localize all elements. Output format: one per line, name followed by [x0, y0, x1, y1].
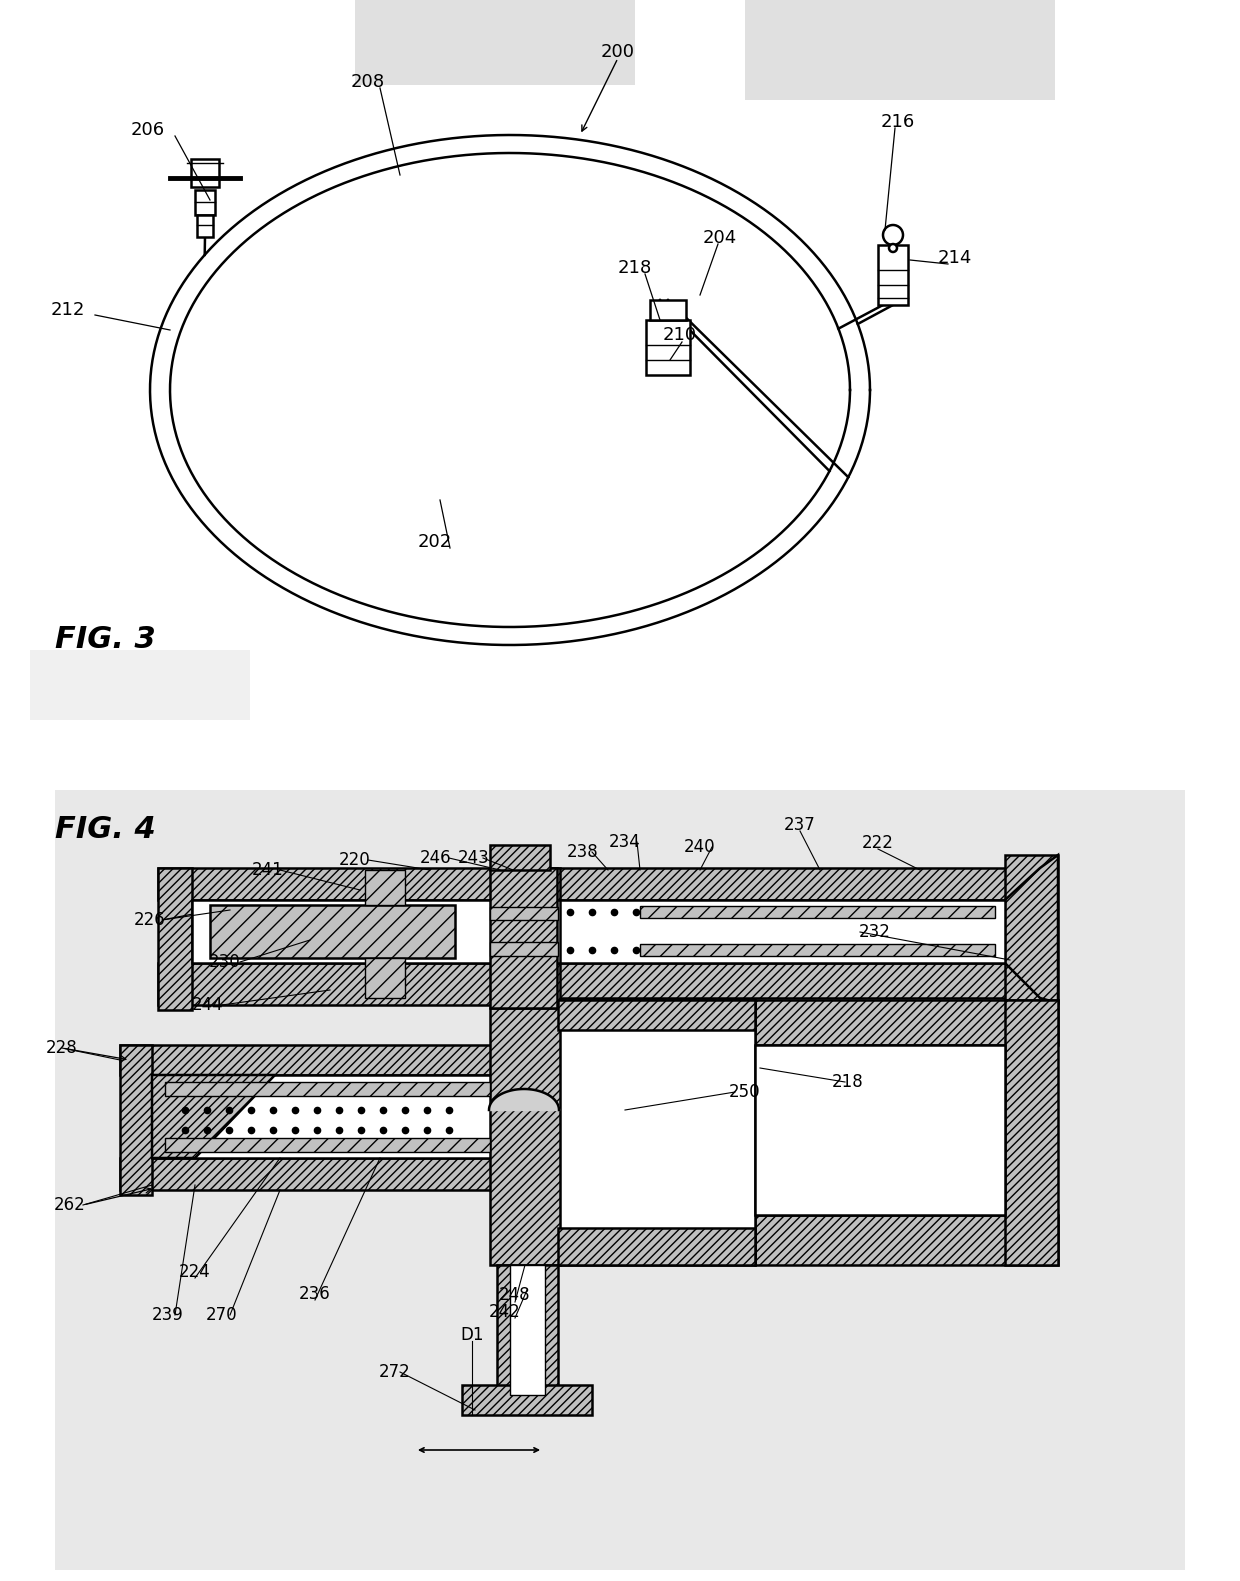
- Polygon shape: [191, 160, 219, 187]
- Text: 218: 218: [618, 259, 652, 277]
- Bar: [755, 1216, 1058, 1265]
- Text: D1: D1: [460, 1326, 484, 1344]
- Bar: [558, 1001, 755, 1029]
- Circle shape: [889, 243, 897, 251]
- Text: FIG. 4: FIG. 4: [55, 814, 156, 844]
- Text: 236: 236: [299, 1285, 331, 1303]
- Text: 246: 246: [420, 849, 451, 866]
- Bar: [1004, 855, 1058, 1002]
- Text: FIG. 3: FIG. 3: [55, 624, 156, 655]
- Bar: [197, 215, 213, 237]
- Text: 212: 212: [51, 300, 86, 319]
- Text: 242: 242: [489, 1303, 521, 1322]
- Text: 272: 272: [379, 1363, 410, 1380]
- Text: 224: 224: [179, 1263, 211, 1281]
- Bar: [490, 1009, 560, 1265]
- Bar: [755, 1045, 1004, 1216]
- Text: 237: 237: [784, 816, 816, 835]
- Bar: [157, 963, 560, 1006]
- Text: 220: 220: [339, 851, 371, 870]
- Bar: [157, 868, 560, 900]
- Text: 228: 228: [46, 1039, 78, 1058]
- Bar: [165, 1138, 490, 1153]
- Bar: [558, 1228, 755, 1265]
- Bar: [546, 868, 1055, 900]
- Text: 238: 238: [567, 843, 599, 862]
- Bar: [650, 300, 686, 319]
- Text: 232: 232: [859, 923, 890, 941]
- Bar: [120, 1045, 153, 1195]
- Bar: [755, 1001, 1058, 1045]
- Bar: [640, 944, 994, 957]
- Text: 250: 250: [729, 1083, 761, 1100]
- Text: 226: 226: [134, 911, 166, 930]
- Text: 240: 240: [684, 838, 715, 855]
- Text: 210: 210: [663, 326, 697, 345]
- Bar: [646, 319, 689, 375]
- Text: 200: 200: [601, 43, 635, 62]
- Polygon shape: [153, 1075, 275, 1157]
- Bar: [30, 650, 250, 719]
- Bar: [490, 844, 551, 870]
- Bar: [157, 868, 192, 1010]
- Text: 216: 216: [880, 112, 915, 131]
- Text: 218: 218: [832, 1073, 864, 1091]
- Bar: [165, 1081, 490, 1096]
- Bar: [490, 942, 558, 957]
- Text: 248: 248: [500, 1285, 531, 1304]
- Bar: [120, 1157, 529, 1190]
- Bar: [55, 790, 1185, 1570]
- Bar: [365, 958, 405, 998]
- Bar: [497, 1265, 558, 1394]
- Bar: [546, 963, 1055, 998]
- Text: 214: 214: [937, 248, 972, 267]
- Bar: [558, 1001, 755, 1265]
- Text: 208: 208: [351, 73, 386, 92]
- Bar: [510, 1265, 546, 1394]
- Text: 244: 244: [192, 996, 223, 1013]
- Text: 243: 243: [458, 849, 490, 866]
- Bar: [365, 870, 405, 904]
- Text: 239: 239: [153, 1306, 184, 1323]
- Text: 262: 262: [55, 1195, 86, 1214]
- Bar: [120, 1045, 529, 1075]
- Bar: [463, 1385, 591, 1415]
- Bar: [195, 190, 215, 215]
- Bar: [1004, 1001, 1058, 1265]
- Bar: [745, 0, 1055, 100]
- Text: 241: 241: [252, 862, 284, 879]
- Bar: [546, 900, 1004, 963]
- Circle shape: [883, 225, 903, 245]
- Polygon shape: [1004, 855, 1058, 1002]
- Bar: [355, 0, 635, 85]
- Text: 206: 206: [131, 122, 165, 139]
- Bar: [490, 907, 558, 920]
- Bar: [490, 868, 557, 1009]
- Bar: [153, 1075, 529, 1157]
- Text: 202: 202: [418, 533, 453, 552]
- Bar: [210, 904, 455, 958]
- Text: 204: 204: [703, 229, 737, 247]
- Text: 234: 234: [609, 833, 641, 851]
- Bar: [192, 900, 560, 963]
- Bar: [878, 245, 908, 305]
- Text: 222: 222: [862, 835, 894, 852]
- Text: 230: 230: [210, 953, 241, 971]
- Bar: [640, 906, 994, 919]
- Text: 270: 270: [206, 1306, 238, 1323]
